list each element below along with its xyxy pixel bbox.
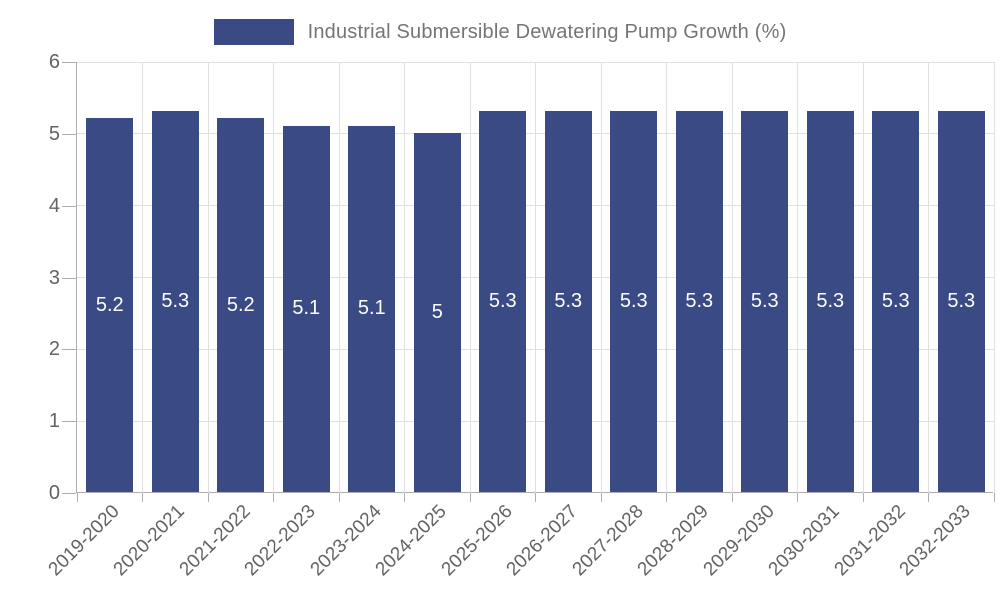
- y-tick: [62, 62, 76, 63]
- y-tick-label: 2: [48, 338, 60, 361]
- bar: 5.3: [741, 111, 789, 492]
- bar-value-label: 5: [431, 300, 443, 323]
- bar-value-label: 5.3: [685, 290, 714, 313]
- bar: 5.3: [479, 111, 527, 492]
- bar: 5.3: [151, 111, 199, 492]
- bar-value-label: 5.1: [357, 297, 386, 320]
- y-tick-label: 4: [48, 194, 60, 217]
- bar-value-label: 5.2: [95, 293, 124, 316]
- legend-swatch: [213, 19, 294, 45]
- bar: 5.3: [872, 111, 920, 492]
- x-tick: [76, 493, 78, 502]
- x-tick: [600, 493, 602, 502]
- y-tick-label: 1: [48, 410, 60, 433]
- bar-value-label: 5.3: [816, 290, 845, 313]
- x-gridline: [207, 62, 209, 493]
- bar-value-label: 5.2: [226, 293, 255, 316]
- x-gridline: [666, 62, 667, 493]
- x-tick-label: 2028-2029: [633, 501, 714, 581]
- x-tick: [338, 493, 340, 502]
- bar: 5.3: [544, 111, 592, 492]
- bar: 5.1: [348, 125, 396, 492]
- x-tick-label: 2020-2021: [109, 501, 190, 581]
- x-gridline: [142, 62, 143, 493]
- x-tick-label: 2026-2027: [502, 501, 583, 581]
- x-gridline: [273, 62, 274, 493]
- bar: 5.3: [937, 111, 985, 492]
- x-gridline: [862, 62, 864, 493]
- bar: 5.2: [217, 118, 265, 492]
- x-tick: [862, 493, 864, 502]
- bar-value-label: 5.3: [554, 290, 583, 313]
- x-gridline: [338, 62, 340, 493]
- x-tick-label: 2032-2033: [895, 501, 976, 581]
- x-tick: [469, 493, 471, 502]
- x-gridline: [535, 62, 536, 493]
- x-gridline: [797, 62, 798, 493]
- bar: 5.3: [675, 111, 723, 492]
- bar-value-label: 5.3: [488, 290, 517, 313]
- bar-value-label: 5.3: [161, 290, 190, 313]
- bar-value-label: 5.3: [881, 290, 910, 313]
- x-gridline: [993, 62, 995, 493]
- y-tick-label: 5: [48, 122, 60, 145]
- bar-value-label: 5.1: [292, 297, 321, 320]
- y-tick: [62, 349, 76, 351]
- x-tick: [666, 493, 667, 502]
- x-tick-label: 2030-2031: [764, 501, 845, 581]
- x-gridline: [600, 62, 602, 493]
- x-tick: [731, 493, 733, 502]
- x-tick: [273, 493, 274, 502]
- y-tick-label: 0: [48, 482, 60, 504]
- bar-value-label: 5.3: [947, 290, 976, 313]
- y-tick: [62, 133, 76, 135]
- x-tick: [207, 493, 209, 502]
- x-tick: [142, 493, 143, 502]
- legend-label: Industrial Submersible Dewatering Pump G…: [307, 20, 787, 43]
- x-gridline: [731, 62, 733, 493]
- y-tick: [62, 421, 76, 423]
- x-tick: [993, 493, 995, 502]
- x-gridline: [928, 62, 929, 493]
- bar: 5.1: [282, 125, 330, 492]
- x-gridline: [469, 62, 471, 493]
- bar: 5.2: [86, 118, 134, 492]
- x-tick: [535, 493, 536, 502]
- y-tick: [62, 277, 76, 279]
- legend: Industrial Submersible Dewatering Pump G…: [0, 14, 1000, 50]
- x-tick: [404, 493, 405, 502]
- bar: 5: [413, 132, 461, 492]
- x-tick-label: 2022-2023: [240, 501, 321, 581]
- x-tick: [797, 493, 798, 502]
- bar: 5.3: [806, 111, 854, 492]
- x-gridline: [404, 62, 405, 493]
- plot-area: 0 1 2 3 4 5 6 5.2 2019-2020 5.3 2020-2021 5.2 2021-2…: [44, 51, 995, 580]
- x-tick: [928, 493, 929, 502]
- bar-value-label: 5.3: [750, 290, 779, 313]
- bar: 5.3: [610, 111, 658, 492]
- y-tick: [62, 205, 76, 207]
- y-tick-label: 6: [48, 51, 60, 73]
- y-tick: [62, 493, 76, 494]
- bar-value-label: 5.3: [619, 290, 648, 313]
- y-tick-label: 3: [48, 266, 60, 289]
